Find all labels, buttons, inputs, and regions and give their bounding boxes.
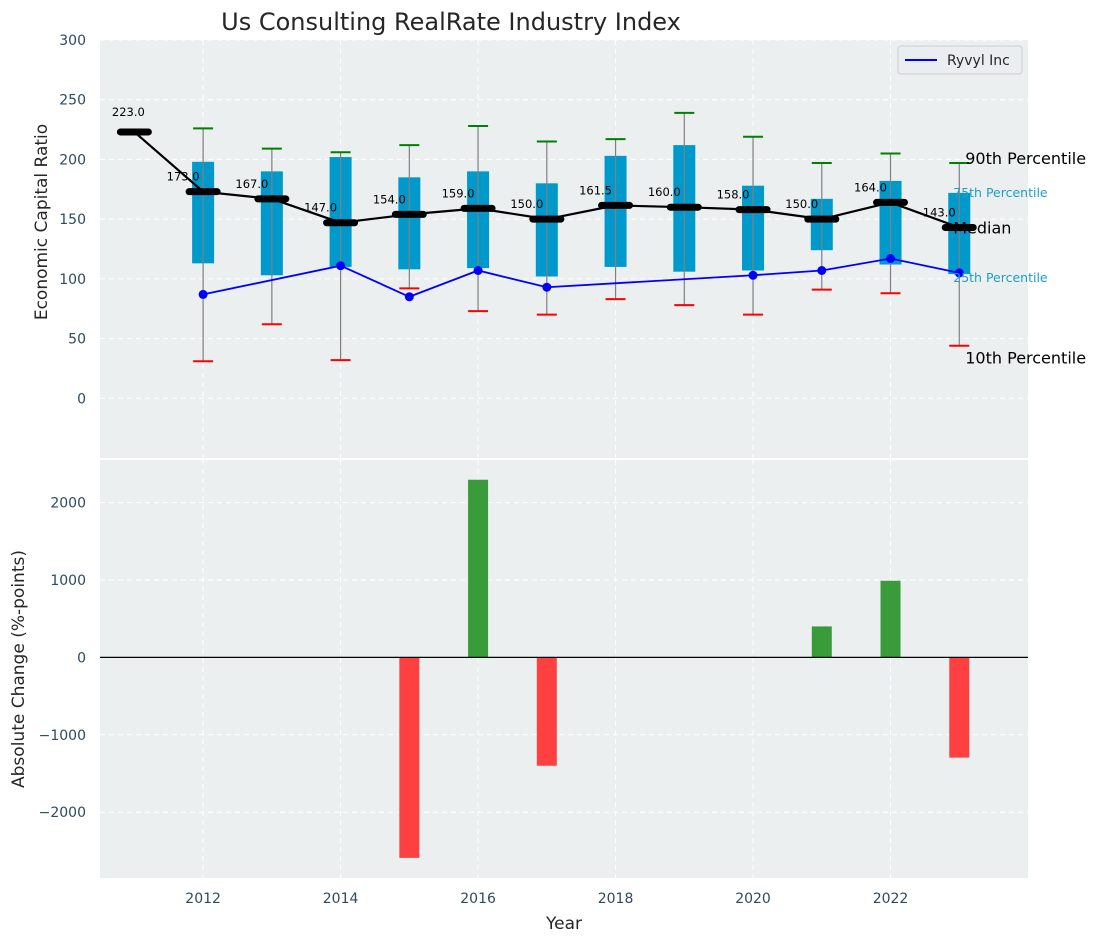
annotation-p10: 10th Percentile (965, 349, 1086, 368)
annotation-p90: 90th Percentile (965, 149, 1086, 168)
bottom-bars (399, 479, 970, 858)
company-point (817, 265, 827, 275)
y-tick-label: 0 (77, 391, 86, 407)
positive-change-bar (880, 580, 901, 658)
x-tick-label: 2020 (735, 891, 771, 907)
x-axis-label: Year (545, 914, 582, 934)
annotation-p25: 25th Percentile (953, 270, 1048, 285)
x-tick-label: 2022 (873, 891, 909, 907)
median-value-label: 147.0 (304, 201, 337, 215)
y-tick-label: 100 (59, 272, 86, 288)
median-value-label: 143.0 (923, 206, 956, 220)
company-point (473, 265, 483, 275)
y-tick-label: 50 (68, 332, 86, 348)
bottom-plot-area (100, 460, 1028, 878)
percentile-annotations: 90th Percentile 75th Percentile Median 25th… (953, 149, 1086, 368)
legend: Ryvyl Inc (897, 45, 1023, 75)
x-tick-label: 2012 (185, 891, 221, 907)
company-point (954, 268, 964, 278)
top-panel: 0 50 100 150 200 250 300 223.0 173.0 167.0 147.0 1… (32, 33, 1086, 458)
median-value-label: 223.0 (112, 105, 145, 119)
median-value-label: 160.0 (648, 185, 681, 199)
top-median-series: 223.0 173.0 167.0 147.0 154.0 159.0 150.0 161.5… (112, 105, 977, 232)
bottom-y-axis-label: Absolute Change (%-points) (9, 550, 29, 788)
chart-title: Us Consulting RealRate Industry Index (221, 8, 681, 36)
y-tick-label: −1000 (39, 728, 86, 744)
legend-label-ryvyl: Ryvyl Inc (947, 53, 1010, 69)
x-ticks: 2012 2014 2016 2018 2020 2022 (185, 891, 908, 907)
top-y-axis-label: Economic Capital Ratio (32, 124, 52, 320)
x-tick-label: 2018 (598, 891, 634, 907)
median-value-label: 159.0 (442, 186, 475, 200)
top-company-series (198, 254, 964, 302)
y-tick-label: −2000 (39, 805, 86, 821)
median-value-label: 167.0 (235, 177, 268, 191)
median-value-label: 154.0 (373, 192, 406, 206)
company-point (404, 292, 414, 302)
y-tick-label: 1000 (50, 573, 86, 589)
annotation-median: Median (953, 219, 1011, 238)
y-tick-label: 250 (59, 93, 86, 109)
company-point (336, 261, 346, 271)
median-value-label: 158.0 (717, 188, 750, 202)
x-tick-label: 2016 (460, 891, 496, 907)
company-point (886, 254, 896, 264)
company-point (542, 282, 552, 292)
top-y-ticks: 0 50 100 150 200 250 300 (59, 33, 86, 407)
y-tick-label: 300 (59, 33, 86, 49)
y-tick-label: 0 (77, 650, 86, 666)
negative-change-bar (949, 657, 970, 758)
positive-change-bar (811, 626, 832, 658)
median-value-label: 173.0 (167, 170, 200, 184)
positive-change-bar (468, 479, 489, 658)
median-value-label: 164.0 (854, 180, 887, 194)
median-value-label: 161.5 (579, 183, 612, 197)
x-tick-label: 2014 (323, 891, 359, 907)
negative-change-bar (536, 657, 557, 766)
company-point (748, 270, 758, 280)
bottom-y-ticks: −2000 −1000 0 1000 2000 (39, 496, 86, 822)
top-plot-area (100, 40, 1028, 458)
negative-change-bar (399, 657, 420, 858)
y-tick-label: 150 (59, 212, 86, 228)
median-value-label: 150.0 (785, 197, 818, 211)
y-tick-label: 2000 (50, 496, 86, 512)
annotation-p75: 75th Percentile (953, 185, 1048, 200)
company-point (198, 289, 208, 299)
bottom-panel: −2000 −1000 0 1000 2000 2012 2014 2016 2018 2020… (9, 460, 1028, 934)
y-tick-label: 200 (59, 152, 86, 168)
median-value-label: 150.0 (510, 197, 543, 211)
